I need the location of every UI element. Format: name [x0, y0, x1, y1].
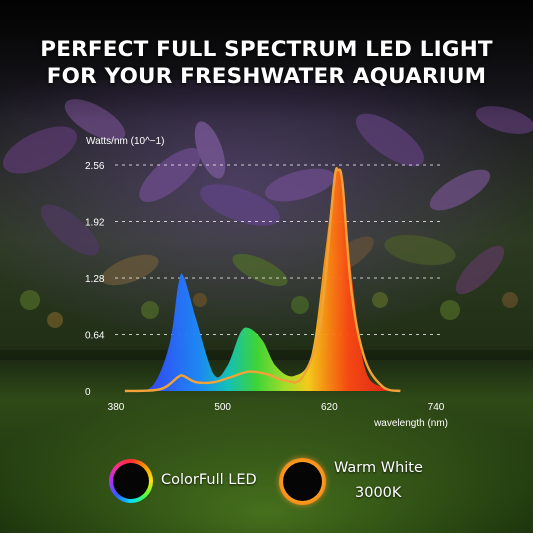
y-axis-title: Watts/nm (10^−1): [86, 136, 165, 147]
x-axis-title: wavelength (nm): [373, 418, 448, 429]
legend-colorfull-label: ColorFull LED: [161, 472, 257, 488]
y-tick-label: 1.28: [85, 274, 105, 285]
y-tick-label: 1.92: [85, 218, 105, 229]
series-colorfull-area: [124, 168, 401, 392]
y-tick-label: 0.64: [85, 331, 105, 342]
headline-line-1: PERFECT FULL SPECTRUM LED LIGHT: [40, 37, 493, 62]
x-tick-label: 380: [108, 402, 125, 413]
headline-line-2: FOR YOUR FRESHWATER AQUARIUM: [46, 64, 487, 89]
y-tick-label: 0: [85, 387, 91, 398]
x-tick-label: 620: [321, 402, 338, 413]
legend-warm-sublabel: 3000K: [355, 485, 402, 501]
warm-white-icon: [279, 458, 326, 505]
x-tick-label: 740: [428, 402, 445, 413]
colorfull-led-icon: [109, 459, 153, 503]
x-tick-label: 500: [214, 402, 231, 413]
series-warm-white-line: [124, 167, 401, 393]
legend-warm-label: Warm White: [334, 460, 423, 476]
y-tick-label: 2.56: [85, 161, 105, 172]
